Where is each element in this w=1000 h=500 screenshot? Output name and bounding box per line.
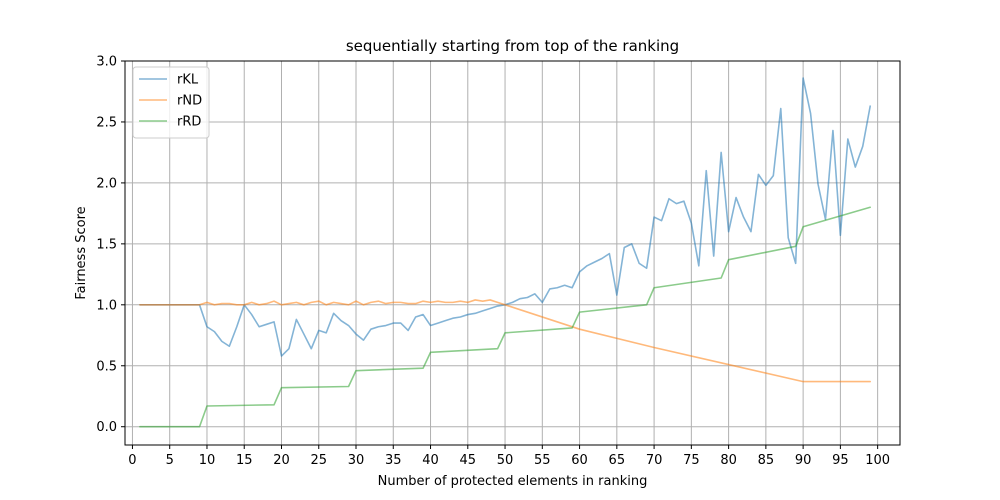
x-tick-label: 30 (348, 453, 365, 468)
x-axis: 0 5 10 15 20 25 30 35 40 45 50 55 60 65 70 75 80 85 90 95 10… (128, 445, 890, 468)
series-group (139, 77, 871, 428)
plot-frame (124, 60, 901, 446)
x-tick-label: 60 (571, 453, 588, 468)
y-tick-label: 0.5 (96, 359, 117, 374)
x-tick-label: 35 (385, 453, 402, 468)
x-tick-label: 15 (236, 453, 253, 468)
x-tick-label: 25 (310, 453, 327, 468)
x-tick-label: 70 (646, 453, 663, 468)
x-tick-label: 85 (758, 453, 775, 468)
chart-title: sequentially starting from top of the ra… (346, 37, 679, 55)
legend-label: rKL (177, 73, 199, 88)
x-tick-label: 55 (534, 453, 551, 468)
x-tick-label: 20 (273, 453, 290, 468)
x-tick-label: 95 (832, 453, 849, 468)
legend-label: rND (177, 94, 202, 109)
x-tick-label: 65 (609, 453, 626, 468)
y-tick-label: 1.0 (96, 298, 117, 313)
y-axis-title: Fairness Score (74, 206, 89, 299)
x-tick-label: 45 (460, 453, 477, 468)
y-tick-label: 0.0 (96, 420, 117, 435)
x-tick-label: 10 (199, 453, 216, 468)
y-axis: 0.0 0.5 1.0 1.5 2.0 2.5 3.0 (96, 55, 125, 435)
x-tick-label: 100 (865, 453, 890, 468)
x-tick-label: 80 (720, 453, 737, 468)
y-tick-label: 1.5 (96, 237, 117, 252)
y-tick-label: 3.0 (96, 55, 117, 70)
x-tick-label: 75 (683, 453, 700, 468)
x-tick-label: 5 (166, 453, 174, 468)
legend: rKL rND rRD (132, 66, 210, 139)
series-line-rnd (139, 299, 871, 383)
series-line-rrd (139, 206, 871, 428)
legend-label: rRD (177, 115, 201, 130)
y-tick-label: 2.5 (96, 115, 117, 130)
x-axis-title: Number of protected elements in ranking (378, 474, 648, 489)
x-tick-label: 0 (128, 453, 136, 468)
x-tick-label: 90 (795, 453, 812, 468)
x-tick-label: 50 (497, 453, 514, 468)
y-tick-label: 2.0 (96, 176, 117, 191)
x-tick-label: 40 (422, 453, 439, 468)
